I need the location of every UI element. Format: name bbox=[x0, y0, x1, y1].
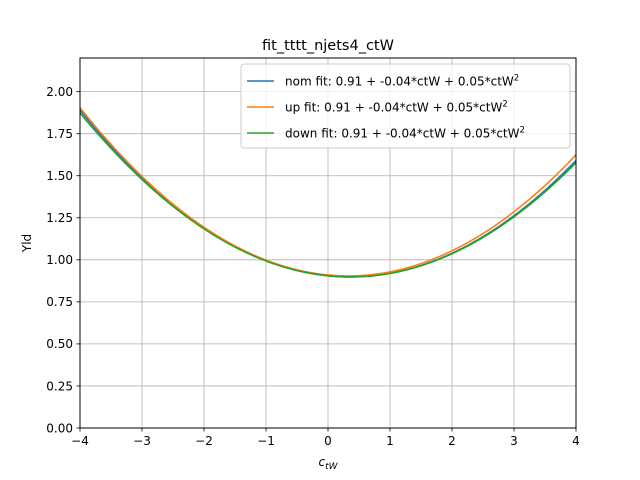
x-tick-label: −3 bbox=[133, 434, 151, 448]
x-axis-label: ctW bbox=[318, 455, 338, 472]
y-tick-label: 0.75 bbox=[46, 295, 73, 309]
x-tick-label: 4 bbox=[572, 434, 580, 448]
series-lines bbox=[79, 107, 577, 278]
y-tick-label: 1.25 bbox=[46, 211, 73, 225]
legend-label-exponent: 2 bbox=[520, 126, 525, 136]
legend-label-0: nom fit: 0.91 + -0.04*ctW + 0.05*ctW2 bbox=[285, 74, 519, 89]
legend: nom fit: 0.91 + -0.04*ctW + 0.05*ctW2up … bbox=[240, 63, 571, 149]
series-line-2 bbox=[79, 112, 577, 278]
y-tick-label: 0.50 bbox=[46, 337, 73, 351]
y-tick-label: 2.00 bbox=[46, 85, 73, 99]
y-tick-label: 0.00 bbox=[46, 421, 73, 435]
y-tick-label: 1.75 bbox=[46, 127, 73, 141]
series-line-1 bbox=[79, 107, 577, 277]
x-tick-label: 3 bbox=[510, 434, 518, 448]
x-tick-label: −2 bbox=[195, 434, 213, 448]
y-tick-label: 1.00 bbox=[46, 253, 73, 267]
x-tick-label: 2 bbox=[448, 434, 456, 448]
legend-label-exponent: 2 bbox=[502, 100, 507, 110]
legend-box bbox=[240, 63, 571, 149]
axes: −4 −3 −2 −1 0 1 2 3 4 0.00 0.25 0.50 0.75 1.00 1.25 1.5… bbox=[46, 85, 580, 448]
y-axis-label: Yld bbox=[20, 234, 34, 253]
legend-label-exponent: 2 bbox=[514, 74, 519, 84]
legend-label-text: nom fit: 0.91 + -0.04*ctW + 0.05*ctW bbox=[285, 75, 514, 89]
legend-label-1: up fit: 0.91 + -0.04*ctW + 0.05*ctW2 bbox=[285, 100, 508, 115]
x-tick-label: −1 bbox=[257, 434, 275, 448]
chart-title: fit_tttt_njets4_ctW bbox=[262, 38, 394, 54]
y-tick-label: 0.25 bbox=[46, 379, 73, 393]
legend-label-2: down fit: 0.91 + -0.04*ctW + 0.05*ctW2 bbox=[285, 126, 525, 141]
x-tick-label: 0 bbox=[324, 434, 332, 448]
legend-label-text: up fit: 0.91 + -0.04*ctW + 0.05*ctW bbox=[285, 101, 502, 115]
x-axis-label-sub: tW bbox=[325, 462, 339, 472]
x-tick-label: 1 bbox=[386, 434, 394, 448]
x-axis-label-main: c bbox=[318, 455, 325, 469]
y-tick-label: 1.50 bbox=[46, 169, 73, 183]
x-tick-label: −4 bbox=[71, 434, 89, 448]
legend-label-text: down fit: 0.91 + -0.04*ctW + 0.05*ctW bbox=[285, 127, 520, 141]
